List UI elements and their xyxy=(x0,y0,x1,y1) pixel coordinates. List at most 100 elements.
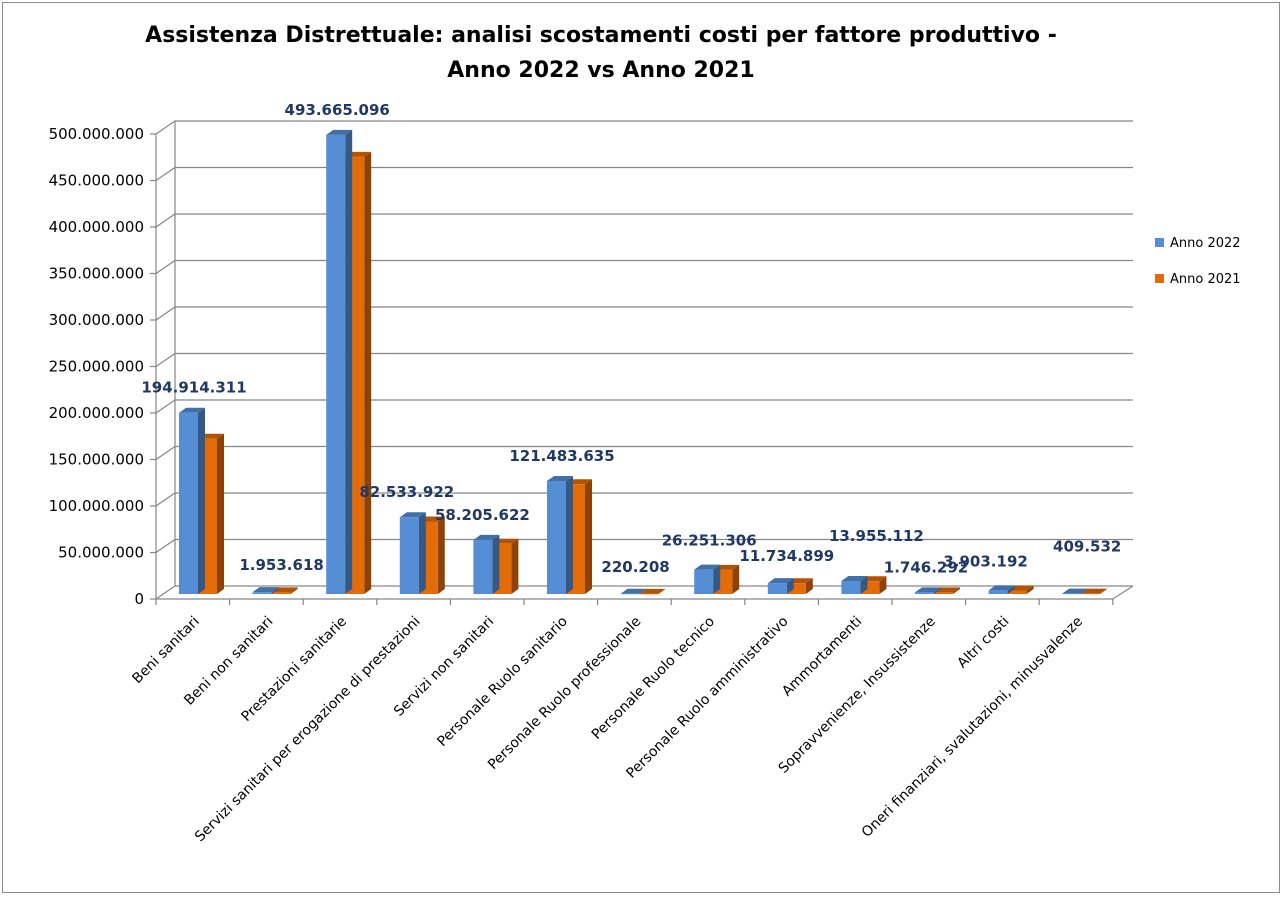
chart-title-line-2: Anno 2022 vs Anno 2021 xyxy=(447,58,754,83)
legend-swatch xyxy=(1155,238,1164,247)
category-label: Personale Ruolo sanitario xyxy=(434,614,570,750)
bar-front xyxy=(547,481,566,594)
y-tick-label: 300.000.000 xyxy=(49,311,144,329)
y-tick-label: 350.000.000 xyxy=(49,265,144,283)
y-tick-label: 100.000.000 xyxy=(49,497,144,515)
bar-top xyxy=(399,512,426,518)
bar-side xyxy=(585,479,592,594)
bar-front xyxy=(694,569,714,594)
bar-side xyxy=(198,407,205,594)
data-label: 1.953.618 xyxy=(239,556,323,574)
bar-side xyxy=(1007,585,1015,594)
data-label: 11.734.899 xyxy=(739,547,834,565)
bar-side xyxy=(1100,588,1108,594)
bar-side xyxy=(418,512,426,594)
gridlines xyxy=(150,120,1134,605)
data-label: 194.914.311 xyxy=(141,379,246,397)
category-label: Altri costi xyxy=(954,614,1012,672)
bar-side xyxy=(786,578,794,594)
bar-side xyxy=(217,433,224,594)
bar-top xyxy=(694,564,721,570)
bar-top xyxy=(179,407,205,413)
bar-anno-2022 xyxy=(399,512,426,594)
legend: Anno 2022 Anno 2021 xyxy=(1155,236,1241,287)
gridline xyxy=(155,120,1133,135)
bar-side xyxy=(566,476,573,594)
data-label: 58.205.622 xyxy=(435,506,530,524)
y-tick-label: 50.000.000 xyxy=(58,544,144,562)
bar-side xyxy=(639,588,647,594)
bar-anno-2022 xyxy=(915,587,941,594)
bar-side xyxy=(934,587,941,594)
bar-top xyxy=(915,587,941,593)
bar-side xyxy=(492,534,500,594)
bar-top xyxy=(473,534,500,540)
category-label: Personale Ruolo professionale xyxy=(485,614,644,773)
bar-anno-2021 xyxy=(1081,588,1108,595)
bar-top xyxy=(639,588,666,594)
bar-side xyxy=(860,576,868,594)
bar-anno-2022 xyxy=(1062,588,1089,595)
bar-top xyxy=(767,578,794,584)
bar-front xyxy=(271,592,291,594)
y-tick-label: 250.000.000 xyxy=(49,358,144,376)
y-tick-label: 0 xyxy=(134,590,144,608)
bar-side xyxy=(732,564,740,594)
bar-front xyxy=(620,593,640,595)
bar-side xyxy=(1026,585,1034,594)
y-tick-label: 450.000.000 xyxy=(49,172,144,190)
bar-front xyxy=(399,517,419,594)
bar-front xyxy=(786,583,806,594)
bar-front xyxy=(252,592,272,594)
y-axis-ticks: 0 50.000.000 100.000.000 150.000.000 200.000… xyxy=(49,125,144,608)
bar-top xyxy=(620,588,647,594)
category-label: Ammortamenti xyxy=(779,614,865,700)
gridline xyxy=(155,213,1133,228)
bar-side xyxy=(511,538,519,594)
y-tick-label: 200.000.000 xyxy=(49,404,144,422)
bar-anno-2022 xyxy=(767,578,794,594)
bar-anno-2022 xyxy=(252,587,279,594)
bar-anno-2021 xyxy=(639,588,666,595)
data-label: 121.483.635 xyxy=(509,447,614,465)
data-labels: 194.914.311 1.953.618 493.665.096 82.533.92… xyxy=(141,101,1121,576)
bar-side xyxy=(364,151,372,594)
bar-front xyxy=(179,412,198,594)
bar-top xyxy=(252,587,279,593)
bar-anno-2022 xyxy=(988,585,1015,594)
bars xyxy=(179,129,1108,595)
gridline xyxy=(155,306,1133,321)
bar-top xyxy=(841,576,868,582)
bar-top xyxy=(1062,588,1089,594)
y-tick-label: 150.000.000 xyxy=(49,451,144,469)
bar-side xyxy=(1081,588,1089,594)
bar-anno-2022 xyxy=(694,564,721,594)
bar-top xyxy=(547,476,573,482)
legend-label: Anno 2021 xyxy=(1170,272,1241,287)
bar-side xyxy=(953,587,960,594)
bar-front xyxy=(1081,593,1101,595)
bar-front xyxy=(988,590,1008,594)
data-label: 1.746.292 xyxy=(884,558,968,576)
bar-top xyxy=(1081,588,1108,594)
gridline xyxy=(155,259,1133,274)
bar-front xyxy=(1062,593,1082,595)
chart-title-line-1: Assistenza Distrettuale: analisi scostam… xyxy=(145,23,1057,48)
chart-svg: Assistenza Distrettuale: analisi scostam… xyxy=(49,23,1241,846)
data-label: 409.532 xyxy=(1053,538,1121,556)
bar-side xyxy=(290,587,298,594)
bar-anno-2022 xyxy=(547,476,573,594)
bar-front xyxy=(934,592,953,594)
bar-anno-2022 xyxy=(179,407,205,594)
bar-anno-2022 xyxy=(620,588,647,595)
bar-side xyxy=(658,588,666,594)
data-label: 82.533.922 xyxy=(359,483,454,501)
category-label: Personale Ruolo amministrativo xyxy=(623,614,791,782)
legend-swatch xyxy=(1155,274,1164,283)
y-tick-label: 400.000.000 xyxy=(49,218,144,236)
bar-side xyxy=(805,578,813,594)
category-label: Sopravvenienze, Insussistenze xyxy=(776,614,939,777)
gridline xyxy=(155,352,1133,367)
